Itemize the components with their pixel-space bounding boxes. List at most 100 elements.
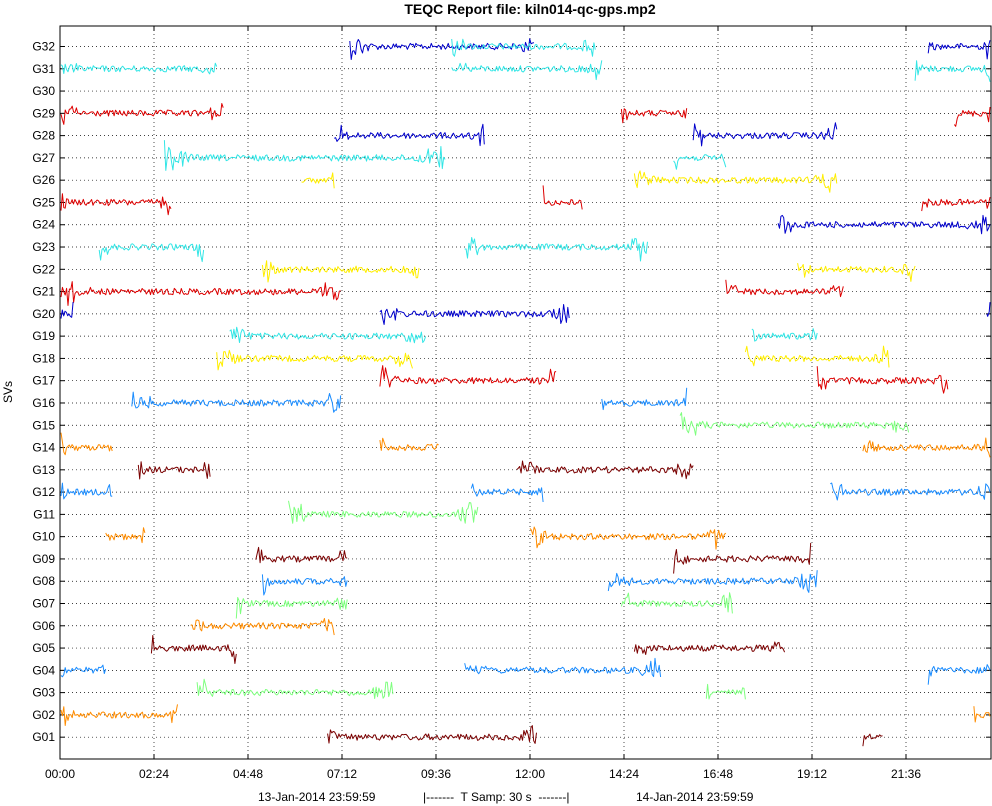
sv-trace-g29	[60, 103, 224, 125]
sv-trace-g19	[229, 326, 427, 344]
y-tick-label: G26	[32, 173, 55, 187]
sv-trace-g32	[349, 38, 535, 60]
y-tick-label: G13	[32, 463, 55, 477]
y-tick-label: G15	[32, 418, 55, 432]
sv-trace-g12	[60, 482, 113, 500]
y-tick-labels: G01 G02 G03 G04 G05 G06 G07 G08 G09 G10 G11 G12 G13 G…	[32, 40, 55, 745]
sv-trace-g05	[633, 641, 786, 655]
sv-trace-g14	[862, 437, 991, 458]
sv-trace-g21	[725, 279, 844, 298]
sv-trace-g18	[216, 349, 413, 371]
y-tick-label: G07	[32, 597, 55, 611]
sv-trace-g10	[529, 526, 727, 550]
sv-trace-g15	[679, 412, 910, 436]
sv-trace-g28	[334, 123, 485, 147]
sv-trace-g03	[705, 683, 746, 700]
sv-trace-g11	[288, 500, 479, 524]
sv-trace-g03	[196, 678, 394, 699]
sv-trace-g22	[797, 263, 916, 282]
x-tick-labels: 00:00 02:24 04:48 07:12 09:36 12:00 14:24 16:48…	[45, 767, 921, 781]
sv-trace-g06	[190, 618, 335, 636]
y-tick-label: G14	[32, 441, 55, 455]
sv-trace-g20	[379, 304, 570, 325]
sv-trace-g29	[620, 108, 688, 124]
sv-trace-g22	[261, 260, 420, 283]
x-tick-label: 21:36	[891, 767, 921, 781]
y-tick-label: G23	[32, 240, 55, 254]
footer-end-time: 14-Jan-2014 23:59:59	[636, 790, 754, 804]
y-tick-label: G19	[32, 329, 55, 343]
sv-trace-g08	[607, 570, 818, 593]
y-tick-label: G10	[32, 530, 55, 544]
sv-trace-g13	[137, 461, 211, 480]
sv-trace-g10	[105, 527, 146, 544]
sv-trace-g25	[60, 193, 172, 216]
y-tick-label: G27	[32, 151, 55, 165]
sv-trace-g20	[986, 302, 991, 317]
x-tick-label: 04:48	[233, 767, 263, 781]
sv-trace-g01	[862, 733, 883, 747]
y-tick-label: G05	[32, 641, 55, 655]
sv-trace-g31	[60, 62, 218, 75]
sv-trace-g12	[830, 482, 991, 501]
y-tick-label: G18	[32, 351, 55, 365]
sv-trace-g23	[98, 243, 205, 263]
sv-trace-g02	[973, 706, 991, 723]
grid-lines	[59, 26, 991, 759]
y-tick-label: G22	[32, 262, 55, 276]
sv-trace-g29	[953, 106, 991, 127]
y-tick-label: G02	[32, 708, 55, 722]
sv-trace-g01	[327, 725, 537, 744]
sv-trace-g05	[150, 635, 237, 664]
sv-trace-g18	[744, 345, 890, 368]
sv-trace-g14	[379, 437, 439, 452]
x-tick-label: 14:24	[609, 767, 639, 781]
sv-trace-g16	[601, 387, 688, 411]
sv-trace-g12	[470, 483, 544, 503]
y-tick-label: G17	[32, 374, 55, 388]
sv-trace-g07	[620, 592, 733, 614]
sv-trace-g14	[60, 432, 113, 456]
sv-trace-g26	[633, 170, 838, 193]
y-tick-label: G12	[32, 485, 55, 499]
sv-trace-g04	[464, 657, 662, 678]
x-tick-label: 12:00	[515, 767, 545, 781]
sv-trace-g04	[927, 664, 991, 685]
y-tick-label: G06	[32, 619, 55, 633]
sv-trace-g13	[516, 460, 694, 480]
footer-sampling-interval: |------- T Samp: 30 s -------|	[423, 790, 570, 804]
sv-trace-g31	[914, 60, 991, 82]
y-tick-label: G32	[32, 40, 55, 54]
sv-trace-g27	[163, 140, 446, 171]
sv-trace-g20	[60, 301, 74, 319]
y-tick-label: G20	[32, 307, 55, 321]
sv-trace-g07	[235, 597, 348, 619]
y-tick-label: G31	[32, 62, 55, 76]
x-tick-label: 07:12	[327, 767, 357, 781]
sv-trace-g16	[131, 391, 342, 413]
y-tick-label: G28	[32, 129, 55, 143]
sv-trace-g09	[673, 542, 812, 574]
sv-trace-g09	[255, 546, 348, 564]
y-tick-label: G29	[32, 106, 55, 120]
y-tick-label: G09	[32, 552, 55, 566]
sv-trace-g17	[379, 365, 557, 388]
sv-traces	[60, 38, 991, 747]
sv-trace-g27	[673, 153, 727, 170]
y-axis-label: SVs	[1, 381, 15, 403]
sv-trace-g26	[301, 172, 335, 189]
x-tick-label: 02:24	[139, 767, 169, 781]
plot-area	[60, 26, 992, 759]
y-tick-label: G04	[32, 663, 55, 677]
sv-trace-g25	[542, 185, 583, 210]
chart-title: TEQC Report file: kiln014-qc-gps.mp2	[404, 1, 656, 17]
sv-trace-g19	[751, 328, 818, 342]
y-tick-label: G25	[32, 195, 55, 209]
y-tick-label: G01	[32, 730, 55, 744]
sv-trace-g04	[60, 664, 107, 678]
x-tick-label: 00:00	[45, 767, 75, 781]
sv-trace-g17	[816, 366, 949, 394]
plot-frame	[59, 25, 992, 760]
y-tick-label: G16	[32, 396, 55, 410]
